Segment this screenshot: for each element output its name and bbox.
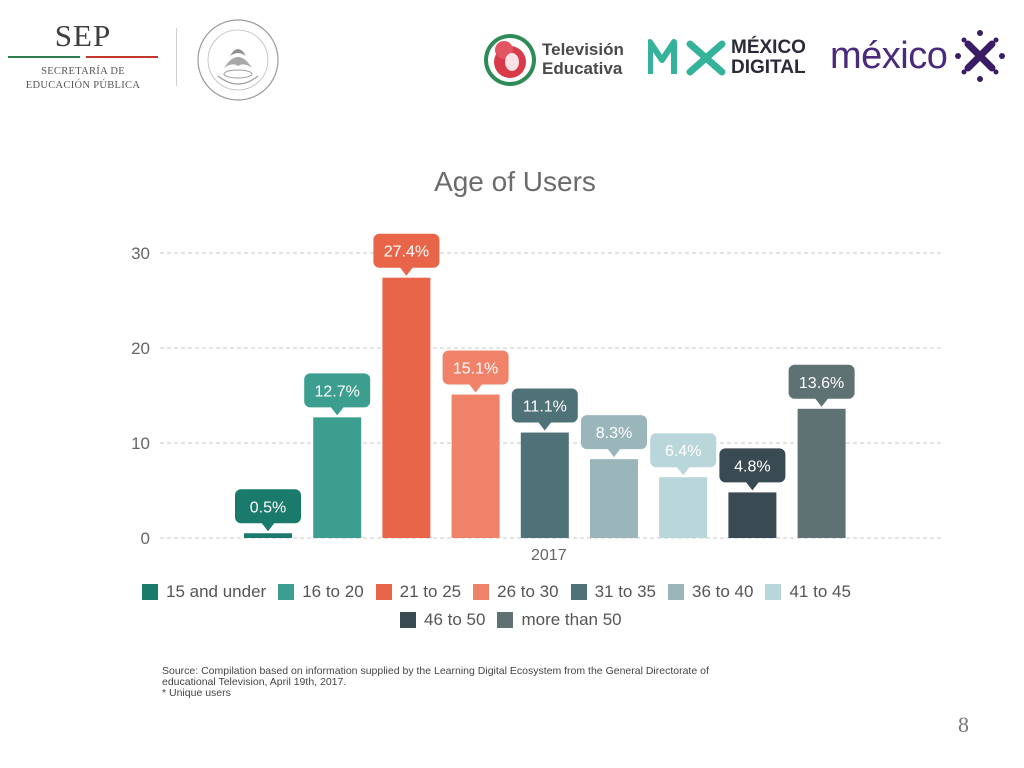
legend-label: 15 and under [166,582,267,601]
data-label: 27.4% [384,244,429,261]
chart-legend: 15 and under 16 to 20 21 to 25 26 to 30 31 t… [142,578,922,634]
sep-subtitle-line1: SECRETARÍA DE [41,66,125,77]
legend-item: 15 and under [142,582,266,602]
data-label-callout: 4.8% [719,448,786,491]
tv-line2: Educativa [542,59,623,78]
legend-item: more than 50 [497,610,622,630]
legend-swatch [375,584,392,600]
data-label: 11.1% [523,399,567,416]
legend-item: 16 to 20 [278,582,364,602]
data-label-callout: 15.1% [442,350,509,393]
mx-logo-icon [648,39,726,76]
legend-swatch [668,584,685,600]
legend-label: 41 to 45 [789,582,851,601]
source-line2: educational Television, April 19th, 2017… [162,676,347,688]
bar [451,394,500,538]
legend-row: 46 to 50 more than 50 [142,606,922,634]
legend-item: 26 to 30 [473,582,559,602]
data-label-callout: 8.3% [581,415,647,458]
data-label: 12.7% [315,383,360,400]
mx-line2: DIGITAL [731,57,806,78]
source-line1: Source: Compilation based on information… [162,665,709,677]
data-label-callout: 11.1% [511,388,578,431]
data-label: 4.8% [734,458,770,475]
mexicox-word: méxico [830,35,948,77]
mexicox-x-icon [955,30,1005,82]
legend-item: 41 to 45 [765,582,851,602]
legend-swatch [497,612,514,628]
legend-label: 21 to 25 [399,582,462,601]
y-tick-label: 10 [131,434,150,453]
television-educativa-label: Televisión Educativa [542,40,624,78]
legend-label: 46 to 50 [424,610,486,629]
data-label: 13.6% [799,375,844,392]
data-label-callout: 6.4% [650,433,717,476]
data-label-callout: 27.4% [373,233,440,276]
legend-label: 16 to 20 [302,582,364,601]
data-label: 15.1% [453,361,498,378]
mx-line1: MÉXICO [731,37,806,58]
sep-logo: SEP SECRETARÍA DE EDUCACIÓN PÚBLICA [8,18,158,93]
sep-rule [8,56,158,59]
legend-swatch [570,584,587,600]
bar [797,408,846,538]
legend-swatch [400,612,416,628]
bar [728,492,777,538]
legend-swatch [278,584,295,600]
legend-item: 21 to 25 [375,582,462,602]
sep-title: SEP [54,18,112,53]
bar [590,459,638,538]
legend-item: 36 to 40 [668,582,753,602]
legend-label: 36 to 40 [692,582,754,601]
mexico-digital-label: MÉXICO DIGITAL [731,38,806,78]
data-label: 8.3% [596,425,632,442]
x-category-label: 2017 [531,547,567,564]
y-tick-label: 30 [131,244,150,263]
mexican-seal-icon [197,19,279,101]
legend-item: 31 to 35 [570,582,657,602]
legend-label: 31 to 35 [594,582,657,601]
chart-title: Age of Users [434,166,596,197]
page-number: 8 [958,712,969,737]
source-line3: * Unique users [162,687,231,699]
source-note: Source: Compilation based on information… [162,666,822,699]
tv-line1: Televisión [542,40,624,59]
legend-swatch [765,584,782,600]
data-label-callout: 13.6% [788,364,855,407]
legend-swatch [473,584,490,600]
sep-subtitle-line2: EDUCACIÓN PÚBLICA [25,80,141,91]
data-label-callout: 12.7% [304,373,371,416]
legend-item: 46 to 50 [400,610,485,630]
bar [382,277,431,538]
legend-label: 26 to 30 [497,582,559,601]
data-label: 0.5% [250,499,286,516]
bar [659,477,708,538]
y-tick-label: 0 [141,529,150,548]
data-label: 6.4% [665,443,701,460]
header-divider [176,28,177,86]
bar [313,417,362,538]
television-educativa-logo-icon [484,34,536,86]
legend-row: 15 and under 16 to 20 21 to 25 26 to 30 31 t… [142,578,922,606]
data-label-callout: 0.5% [235,489,301,532]
legend-label: more than 50 [521,610,622,629]
bar [520,432,569,538]
y-tick-label: 20 [131,339,150,358]
bar [244,533,292,538]
legend-swatch [142,584,158,600]
